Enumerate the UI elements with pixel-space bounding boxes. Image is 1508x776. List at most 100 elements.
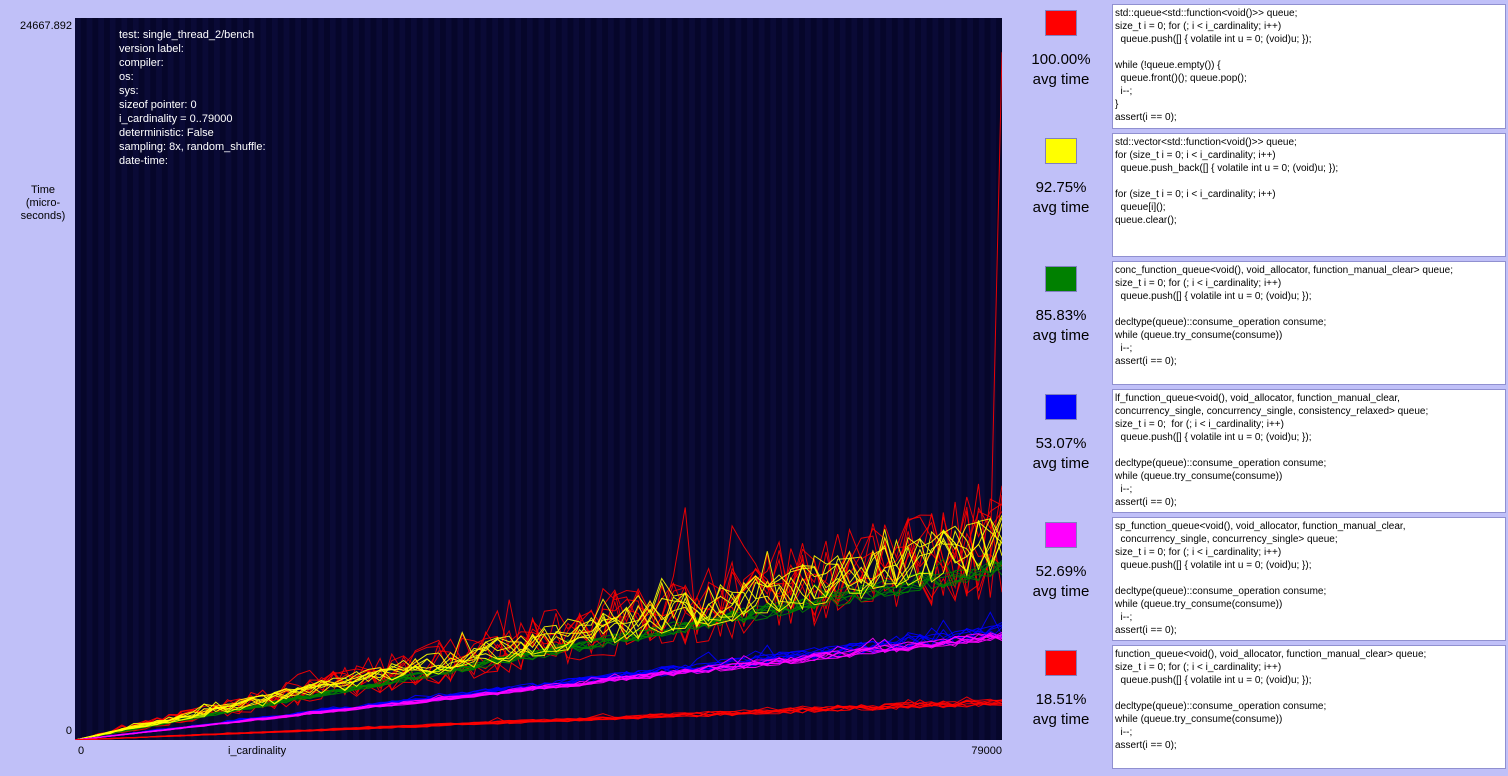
plot-band (897, 18, 904, 740)
y-axis-min-label: 0 (65, 725, 72, 737)
plot-band (353, 18, 359, 740)
plot-band (434, 18, 440, 740)
plot-band (561, 18, 568, 740)
plot-band (608, 18, 614, 740)
plot-band (666, 18, 672, 740)
legend-label: avg time (1032, 327, 1090, 344)
plot-band (909, 18, 916, 740)
y-axis-title: Time (micro- seconds) (20, 184, 66, 222)
series-line (75, 633, 1002, 740)
legend-percent: 53.07% (1035, 435, 1087, 452)
plot-band (735, 18, 742, 740)
legend-code: conc_function_queue<void(), void_allocat… (1112, 261, 1506, 385)
legend-swatch (1045, 10, 1077, 36)
plot-area (75, 18, 1002, 740)
plot-band (179, 18, 186, 740)
plot-band (98, 18, 104, 740)
plot-band (723, 18, 730, 740)
plot-band (469, 18, 475, 740)
x-axis-title: i_cardinality (228, 745, 287, 757)
plot-band (596, 18, 603, 740)
plot-band (237, 18, 243, 740)
plot-band (144, 18, 151, 740)
plot-band (503, 18, 510, 740)
legend-label: avg time (1032, 455, 1090, 472)
chart-svg (75, 18, 1002, 740)
plot-band (816, 18, 823, 740)
plot-band (480, 18, 487, 740)
series-line (75, 515, 1002, 740)
series-line (75, 520, 1002, 740)
plot-band (86, 18, 93, 740)
series-line (75, 521, 1002, 740)
plot-band (121, 18, 128, 740)
plot-band (851, 18, 858, 740)
plot-band (399, 18, 406, 740)
legend-label: avg time (1032, 71, 1090, 88)
plot-band (329, 18, 336, 740)
plot-band (619, 18, 626, 740)
info-line: compiler: (119, 57, 164, 69)
legend-label: avg time (1032, 711, 1090, 728)
plot-band (248, 18, 255, 740)
plot-band (862, 18, 869, 740)
plot-band (272, 18, 278, 740)
x-axis-max-label: 79000 (971, 745, 1002, 757)
legend-label: avg time (1032, 199, 1090, 216)
plot-band (387, 18, 394, 740)
plot-band (202, 18, 209, 740)
legend-item[interactable]: 92.75% avg time (1010, 138, 1112, 218)
plot-band (341, 18, 348, 740)
legend-code: std::vector<std::function<void()>> queue… (1112, 133, 1506, 257)
legend-percent: 52.69% (1035, 563, 1087, 580)
legend-percent: 85.83% (1035, 307, 1087, 324)
legend-item[interactable]: 53.07% avg time (1010, 394, 1112, 474)
legend-percent: 92.75% (1035, 179, 1087, 196)
plot-band (318, 18, 325, 740)
plot-band (214, 18, 220, 740)
legend-swatch (1045, 394, 1077, 420)
plot-band (967, 18, 973, 740)
legend-swatch (1045, 138, 1077, 164)
legend-swatch (1045, 650, 1077, 676)
plot-band (758, 18, 765, 740)
plot-band (920, 18, 927, 740)
legend-item[interactable]: 85.83% avg time (1010, 266, 1112, 346)
legend-code: function_queue<void(), void_allocator, f… (1112, 645, 1506, 769)
plot-band (584, 18, 591, 740)
legend-item[interactable]: 52.69% avg time (1010, 522, 1112, 602)
plot-band (955, 18, 962, 740)
plot-band (132, 18, 139, 740)
plot-band (642, 18, 649, 740)
plot-band (550, 18, 556, 740)
info-line: test: single_thread_2/bench (119, 29, 255, 41)
legend-label: avg time (1032, 583, 1090, 600)
legend-code: std::queue<std::function<void()>> queue;… (1112, 4, 1506, 129)
y-axis-max-label: 24667.892 (20, 20, 72, 32)
plot-band (190, 18, 197, 740)
plot-band (944, 18, 950, 740)
legend-percent: 18.51% (1035, 691, 1087, 708)
plot-band (839, 18, 846, 740)
plot-band (573, 18, 580, 740)
plot-band (283, 18, 290, 740)
plot-band (156, 18, 162, 740)
plot-band (492, 18, 498, 740)
plot-band (526, 18, 533, 740)
plot-band (689, 18, 695, 740)
plot-band (874, 18, 881, 740)
plot-band (538, 18, 545, 740)
plot-band (260, 18, 267, 740)
legend-item[interactable]: 18.51% avg time (1010, 650, 1112, 730)
legend-swatch (1045, 522, 1077, 548)
plot-band (295, 18, 301, 740)
legend-percent: 100.00% (1031, 51, 1091, 68)
info-line: sampling: 8x, random_shuffle: (119, 141, 266, 153)
info-line: sizeof pointer: 0 (119, 99, 197, 111)
legend-code: lf_function_queue<void(), void_allocator… (1112, 389, 1506, 513)
plot-band (411, 18, 417, 740)
plot-band (109, 18, 116, 740)
plot-band (306, 18, 313, 740)
legend-item[interactable]: 100.00% avg time (1010, 10, 1112, 90)
plot-band (886, 18, 892, 740)
